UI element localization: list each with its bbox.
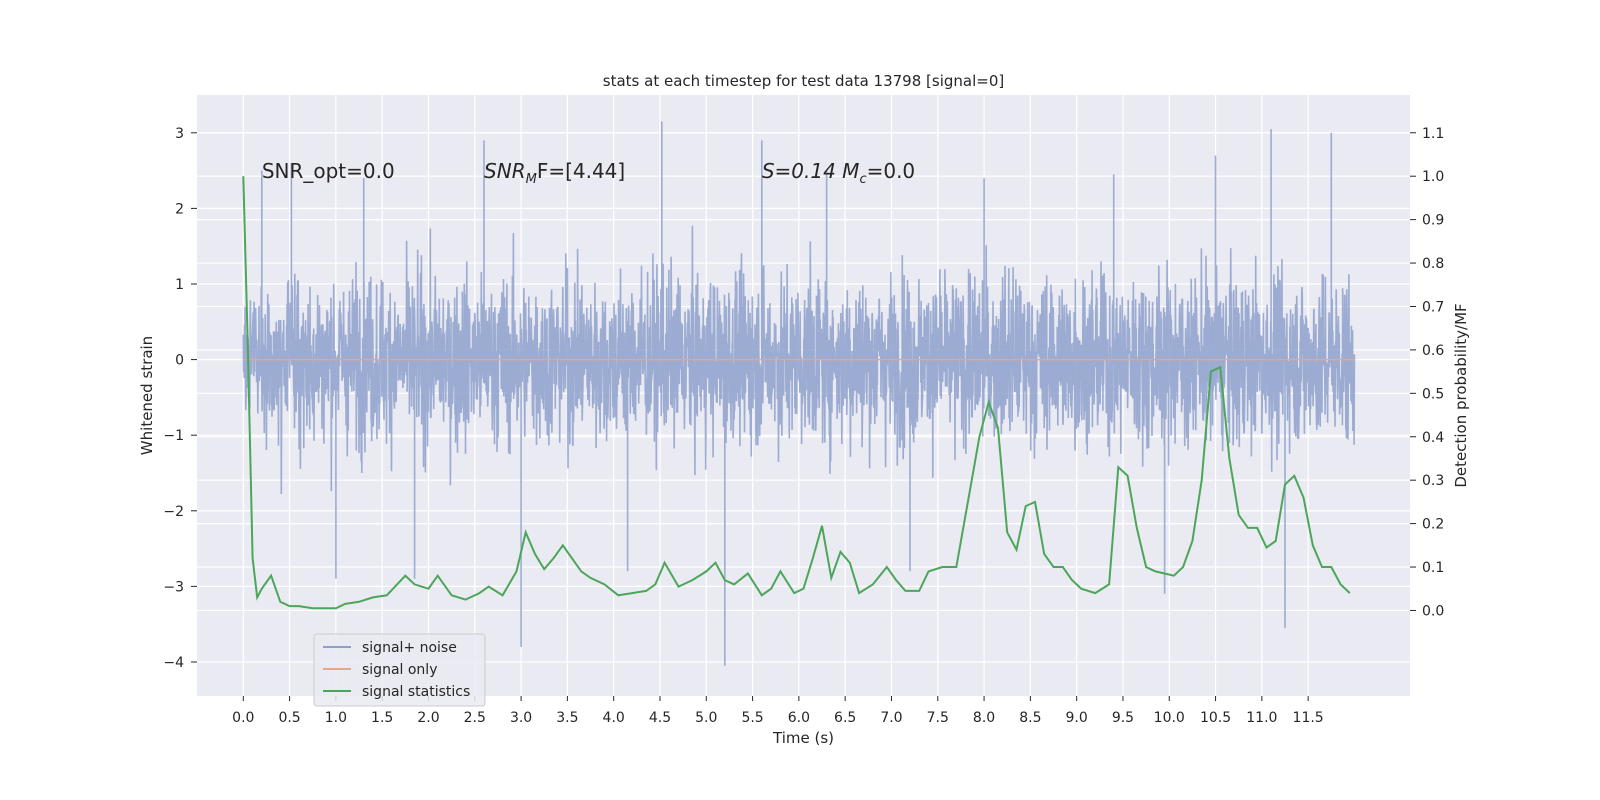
y-left-tick-label: 1	[175, 277, 184, 293]
annotation-3: S=0.14 Mc=0.0	[762, 159, 915, 187]
annotation-2: SNRMF=[4.44]	[484, 159, 625, 187]
y-left-tick-label: 0	[175, 353, 184, 369]
x-axis-ticks: 0.0 0.5 1.0 1.5 2.0 2.5 3.0 3.5 4.0 4.5 5.0 5.5 6.0 6…	[232, 696, 1324, 726]
y-left-tick-label: −3	[163, 579, 184, 595]
x-tick-label: 9.5	[1112, 710, 1134, 726]
y-axis-label-right: Detection probability/MF	[1452, 303, 1470, 487]
x-tick-label: 1.0	[325, 710, 347, 726]
legend: signal+ noise signal only signal statistic…	[313, 633, 486, 707]
y-left-tick-label: −1	[163, 428, 184, 444]
y-right-axis-ticks: 0.0 0.1 0.2 0.3 0.4 0.5 0.6 0.7 0.8 0.9 1.0 1.1	[1410, 126, 1444, 619]
x-tick-label: 7.0	[880, 710, 902, 726]
y-right-tick-label: 0.4	[1422, 430, 1444, 446]
x-tick-label: 2.0	[417, 710, 439, 726]
y-right-tick-label: 0.7	[1422, 299, 1444, 315]
x-tick-label: 2.5	[464, 710, 486, 726]
y-left-tick-label: −2	[163, 504, 184, 520]
y-right-tick-label: 0.8	[1422, 256, 1444, 272]
x-tick-label: 5.5	[741, 710, 763, 726]
x-tick-label: 9.0	[1066, 710, 1088, 726]
legend-entry: signal statistics	[362, 684, 470, 700]
x-tick-label: 6.0	[788, 710, 810, 726]
x-tick-label: 4.5	[649, 710, 671, 726]
x-tick-label: 8.0	[973, 710, 995, 726]
y-right-tick-label: 0.9	[1422, 213, 1444, 229]
annotations: SNR_opt=0.0 SNRMF=[4.44] S=0.14 Mc=0.0	[262, 159, 915, 187]
x-tick-label: 11.5	[1293, 710, 1324, 726]
y-right-tick-label: 0.3	[1422, 473, 1444, 489]
x-tick-label: 11.0	[1246, 710, 1277, 726]
x-tick-label: 3.0	[510, 710, 532, 726]
y-right-tick-label: 0.2	[1422, 517, 1444, 533]
annotation-1: SNR_opt=0.0	[262, 159, 395, 183]
x-tick-label: 6.5	[834, 710, 856, 726]
y-right-tick-label: 0.5	[1422, 386, 1444, 402]
x-tick-label: 10.5	[1200, 710, 1231, 726]
x-tick-label: 7.5	[927, 710, 949, 726]
legend-box	[313, 633, 486, 707]
legend-entry: signal+ noise	[362, 640, 457, 656]
chart-title: stats at each timestep for test data 137…	[603, 72, 1004, 90]
x-tick-label: 1.5	[371, 710, 393, 726]
x-tick-label: 3.5	[556, 710, 578, 726]
y-left-axis-ticks: −4 −3 −2 −1 0 1 2 3	[163, 126, 197, 671]
y-right-tick-label: 1.1	[1422, 126, 1444, 142]
y-left-tick-label: −4	[163, 655, 184, 671]
x-tick-label: 10.0	[1154, 710, 1185, 726]
y-left-tick-label: 2	[175, 201, 184, 217]
y-right-tick-label: 0.1	[1422, 560, 1444, 576]
y-left-tick-label: 3	[175, 126, 184, 142]
x-tick-label: 0.5	[278, 710, 300, 726]
legend-entry: signal only	[362, 662, 437, 678]
series-layer	[242, 121, 1356, 666]
x-tick-label: 4.0	[603, 710, 625, 726]
x-tick-label: 8.5	[1019, 710, 1041, 726]
x-axis-label: Time (s)	[772, 729, 834, 747]
x-tick-label: 0.0	[232, 710, 254, 726]
series-signal-plus-noise	[242, 121, 1356, 666]
y-right-tick-label: 0.6	[1422, 343, 1444, 359]
y-axis-label-left: Whitened strain	[138, 336, 156, 455]
y-right-tick-label: 1.0	[1422, 169, 1444, 185]
y-right-tick-label: 0.0	[1422, 603, 1444, 619]
series-signal-statistics	[242, 176, 1351, 610]
x-tick-label: 5.0	[695, 710, 717, 726]
